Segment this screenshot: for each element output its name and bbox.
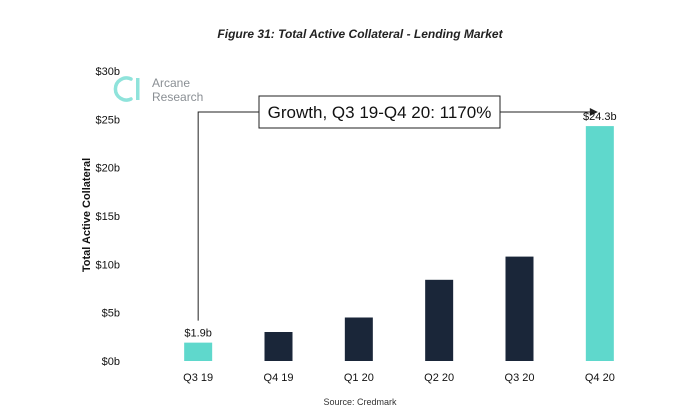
source-note: Source: Credmark <box>323 397 397 407</box>
x-tick-label: Q4 19 <box>264 372 294 384</box>
bar-q4-19 <box>264 332 293 361</box>
y-tick-label: $30b <box>96 66 120 78</box>
y-axis-ticks: $0b $5b $10b $15b $20b $25b $30b <box>96 66 120 368</box>
x-tick-label: Q3 20 <box>505 372 535 384</box>
growth-annotation-lines <box>197 108 598 321</box>
y-tick-label: $5b <box>102 308 120 320</box>
bar-q2-20 <box>425 279 454 361</box>
chart-title: Figure 31: Total Active Collateral - Len… <box>217 27 503 41</box>
bar-q3-19 <box>184 342 213 361</box>
growth-annotation-box: Growth, Q3 19-Q4 20: 1170% <box>258 95 501 129</box>
x-tick-label: Q3 19 <box>183 372 213 384</box>
data-labels: $1.9b $24.3b <box>184 111 616 340</box>
bar-q4-20 <box>585 126 614 361</box>
x-tick-label: Q2 20 <box>424 372 454 384</box>
logo-line-1: Arcane <box>152 76 190 90</box>
x-tick-label: Q1 20 <box>344 372 374 384</box>
data-label: $24.3b <box>583 111 617 123</box>
y-tick-label: $20b <box>96 163 120 175</box>
data-label: $1.9b <box>184 328 212 340</box>
growth-annotation-text: Growth, Q3 19-Q4 20: 1170% <box>268 103 492 122</box>
bars <box>184 126 614 361</box>
bar-q1-20 <box>344 317 373 361</box>
logo-line-2: Research <box>152 90 203 104</box>
x-tick-label: Q4 20 <box>585 372 615 384</box>
y-tick-label: $25b <box>96 114 120 126</box>
bar-q3-20 <box>505 256 534 361</box>
y-tick-label: $0b <box>102 356 120 368</box>
annotation-arrowhead <box>589 108 598 116</box>
y-tick-label: $10b <box>96 259 120 271</box>
arcane-research-logo: Arcane Research <box>113 76 203 104</box>
y-axis-label: Total Active Collateral <box>81 158 93 272</box>
arcane-research-logo-icon <box>113 76 140 102</box>
y-tick-label: $15b <box>96 211 120 223</box>
x-axis-ticks: Q3 19 Q4 19 Q1 20 Q2 20 Q3 20 Q4 20 <box>183 372 615 384</box>
